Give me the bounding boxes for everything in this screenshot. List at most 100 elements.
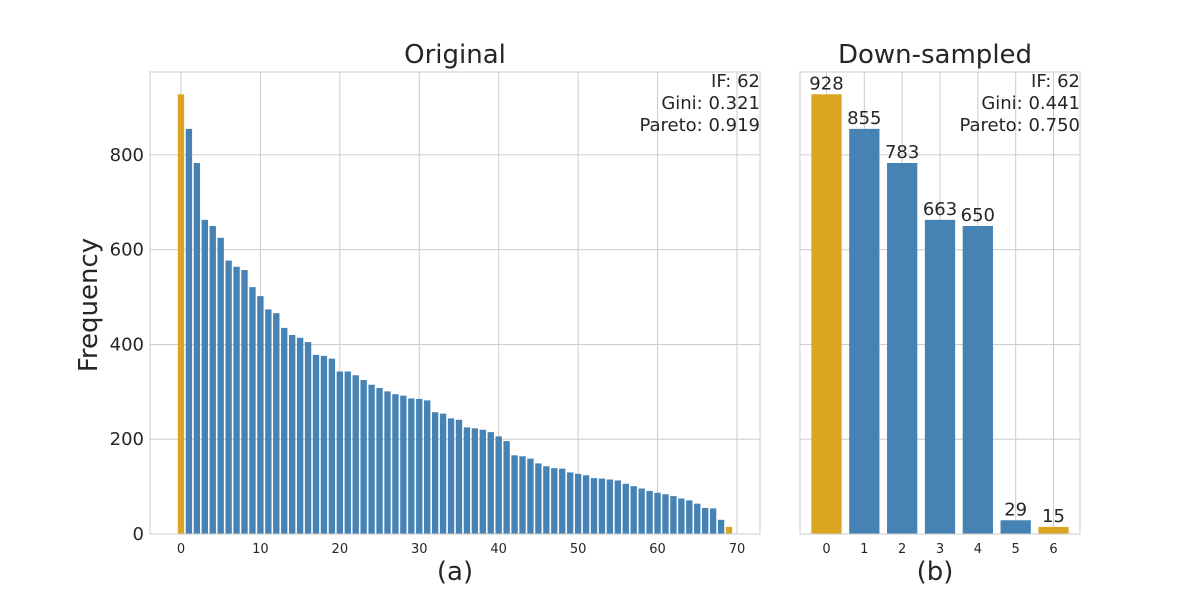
bar — [630, 486, 637, 534]
x-axis-label: (a) — [437, 557, 473, 587]
data-label: 855 — [847, 108, 881, 129]
y-tick-label: 400 — [110, 334, 144, 355]
stat-pareto: Pareto: 0.919 — [639, 115, 760, 136]
chart-title: Down-sampled — [838, 40, 1032, 70]
data-label: 783 — [885, 142, 919, 163]
x-tick-label: 3 — [936, 542, 944, 557]
stat-if: IF: 62 — [1031, 71, 1080, 92]
x-tick-label: 30 — [411, 542, 428, 557]
data-label: 928 — [809, 73, 843, 94]
bar — [590, 478, 598, 534]
bar — [519, 456, 526, 534]
data-label: 29 — [1004, 499, 1027, 520]
bar — [384, 391, 391, 534]
bar — [709, 508, 717, 534]
data-label: 663 — [923, 199, 957, 220]
figure-ylabel: Frequency — [74, 238, 104, 372]
x-tick-label: 6 — [1049, 542, 1057, 557]
bar — [582, 475, 590, 534]
bar — [288, 334, 296, 534]
bar — [1000, 520, 1031, 534]
bar — [424, 400, 431, 534]
bar — [392, 394, 399, 534]
bar — [495, 436, 502, 534]
bar — [439, 413, 447, 534]
bar — [694, 503, 701, 534]
bar — [233, 266, 240, 534]
bar — [654, 492, 661, 534]
bar — [304, 342, 312, 534]
bar — [217, 237, 224, 534]
bar — [344, 371, 351, 534]
bar — [336, 371, 344, 534]
bar — [662, 494, 669, 534]
bar — [471, 428, 479, 534]
x-tick-label: 70 — [729, 542, 746, 557]
bar — [543, 466, 550, 534]
x-tick-label: 0 — [177, 542, 185, 557]
bar — [924, 219, 956, 534]
bar — [193, 162, 201, 534]
x-tick-label: 2 — [898, 542, 906, 557]
stat-pareto: Pareto: 0.750 — [959, 115, 1080, 136]
x-tick-label: 10 — [252, 542, 269, 557]
bar — [646, 490, 653, 534]
bar — [376, 388, 383, 534]
bar — [209, 226, 216, 534]
bar — [1038, 526, 1069, 534]
bar — [849, 128, 880, 534]
bar — [606, 479, 614, 534]
bar — [225, 260, 232, 534]
plot-area: 0 10 20 30 40 50 60 70 0 200 400 600 800 — [110, 71, 761, 557]
bar — [296, 337, 304, 534]
bar — [670, 496, 677, 534]
bar — [686, 500, 693, 534]
bar — [887, 162, 918, 534]
axes-frame — [149, 71, 761, 535]
y-tick-label: 0 — [133, 524, 144, 545]
x-axis-label: (b) — [917, 557, 954, 587]
bar — [177, 94, 185, 535]
x-tick-label: 60 — [649, 542, 666, 557]
bar — [717, 519, 725, 534]
bar — [463, 427, 471, 534]
bar — [566, 472, 574, 534]
bar — [962, 226, 993, 534]
bar — [811, 94, 842, 535]
bar — [249, 287, 256, 534]
stat-gini: Gini: 0.321 — [661, 93, 760, 114]
y-tick-label: 800 — [110, 145, 144, 166]
bar — [281, 327, 288, 534]
bar — [320, 355, 328, 534]
bar — [360, 380, 367, 534]
bar — [551, 468, 558, 534]
bar — [328, 358, 336, 534]
x-tick-label: 40 — [490, 542, 507, 557]
bar — [598, 478, 606, 534]
bar — [479, 429, 486, 534]
bar — [574, 473, 582, 534]
bar — [185, 128, 193, 534]
axes-frame — [799, 71, 1081, 535]
bar — [702, 507, 709, 534]
bar — [241, 270, 248, 534]
chart-original: 0 10 20 30 40 50 60 70 0 200 400 600 800 Original (a… — [110, 40, 761, 587]
bar — [559, 468, 566, 534]
bar — [400, 395, 407, 534]
bar — [503, 441, 510, 534]
bar — [455, 419, 463, 534]
bar — [273, 313, 280, 534]
x-tick-label: 20 — [332, 542, 349, 557]
bar — [257, 296, 264, 534]
x-tick-label: 5 — [1012, 542, 1020, 557]
y-tick-label: 200 — [110, 429, 144, 450]
bar — [725, 526, 733, 534]
y-tick-label: 600 — [110, 240, 144, 261]
bar — [368, 384, 375, 534]
x-tick-label: 50 — [570, 542, 587, 557]
bar — [487, 432, 494, 534]
x-tick-label: 0 — [822, 542, 830, 557]
